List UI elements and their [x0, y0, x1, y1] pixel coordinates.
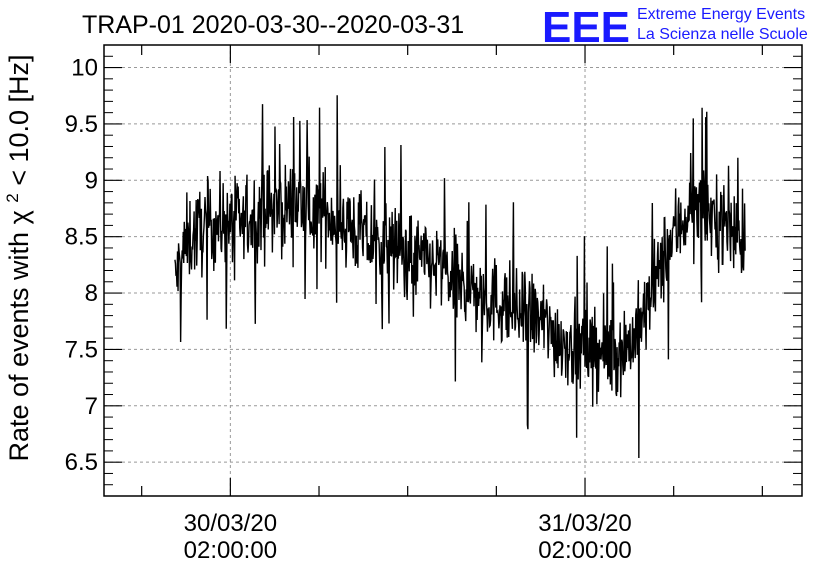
- x-tick-label-time: 02:00:00: [538, 537, 631, 564]
- x-tick-label-date: 31/03/20: [538, 510, 631, 537]
- eee-logo-line1: Extreme Energy Events: [637, 6, 805, 23]
- y-ticks: 6.5 7 7.5 8 8.5 9 9.5 10: [65, 44, 802, 486]
- y-tick-label: 8: [85, 280, 98, 307]
- y-tick-label: 8.5: [65, 224, 98, 251]
- y-tick-label: 6.5: [65, 449, 98, 476]
- y-tick-label: 7: [85, 393, 98, 420]
- series-group: [174, 95, 746, 458]
- y-tick-label: 9: [85, 167, 98, 194]
- y-axis-label-text: Rate of events with χ: [4, 210, 34, 461]
- y-axis-label-rest: < 10.0 [Hz]: [4, 54, 34, 193]
- eee-logo: EEE Extreme Energy Events La Scienza nel…: [542, 3, 808, 52]
- y-tick-label: 9.5: [65, 111, 98, 138]
- eee-logo-line2: La Scienza nelle Scuole: [637, 26, 808, 43]
- eee-logo-mark: EEE: [542, 3, 630, 52]
- series-line: [174, 95, 746, 458]
- y-axis-label: Rate of events with χ 2 < 10.0 [Hz]: [3, 54, 34, 461]
- x-tick-label-time: 02:00:00: [184, 537, 277, 564]
- y-axis-label-superscript: 2: [3, 193, 22, 202]
- y-tick-label: 7.5: [65, 336, 98, 363]
- chart-title: TRAP-01 2020-03-30--2020-03-31: [82, 11, 464, 39]
- x-tick-label-date: 30/03/20: [184, 510, 277, 537]
- y-tick-label: 10: [71, 55, 98, 82]
